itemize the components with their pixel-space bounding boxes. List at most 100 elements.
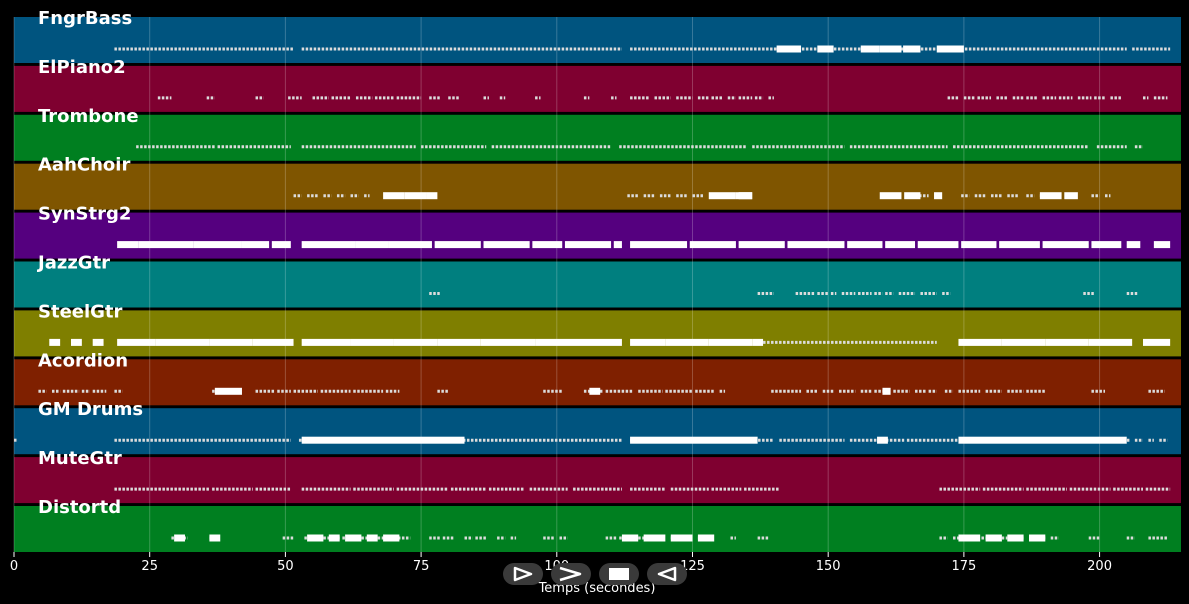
track-label-distortd: Distortd: [38, 497, 121, 518]
note-block-distortd-8: [643, 534, 666, 542]
track-label-jazzgtr: JazzGtr: [36, 253, 110, 274]
track-label-synstrg2: SynStrg2: [38, 204, 131, 225]
note-block-aahchoir-6: [879, 192, 902, 200]
rewind-button[interactable]: [647, 563, 687, 585]
lane-trombone: [14, 114, 1181, 161]
note-block-synstrg2-9: [483, 241, 530, 249]
track-label-gm-drums: GM Drums: [38, 399, 143, 420]
note-block-aahchoir-0: [383, 192, 405, 200]
note-block-acordion-2: [882, 387, 891, 395]
track-label-elpiano2: ElPiano2: [38, 57, 126, 78]
track-label-fngrbass: FngrBass: [38, 8, 132, 29]
note-block-synstrg2-16: [787, 241, 845, 249]
note-block-fngrbass-5: [936, 45, 964, 53]
note-block-steelgtr-4: [155, 338, 210, 346]
note-block-acordion-0: [214, 387, 242, 395]
grid-lines: [13, 17, 1101, 552]
note-block-synstrg2-11: [564, 241, 612, 249]
note-block-aahchoir-10: [1064, 192, 1078, 200]
note-block-aahchoir-5: [738, 192, 753, 200]
x-tick-label-7: 175: [951, 559, 976, 574]
note-block-distortd-13: [1007, 534, 1024, 542]
lane-distortd: [14, 506, 1181, 552]
note-block-distortd-2: [307, 534, 324, 542]
note-block-synstrg2-14: [689, 241, 736, 249]
note-block-steelgtr-5: [209, 338, 253, 346]
note-marks: [14, 45, 1171, 542]
note-block-fngrbass-2: [860, 45, 880, 53]
note-block-distortd-10: [697, 534, 715, 542]
note-block-steelgtr-14: [630, 338, 666, 346]
playback-controls: [503, 563, 687, 585]
note-block-steelgtr-19: [1001, 338, 1046, 346]
note-block-steelgtr-9: [393, 338, 438, 346]
note-block-distortd-4: [345, 534, 362, 542]
stop-icon: [609, 568, 629, 580]
x-axis: 0255075100125150175200: [10, 552, 1112, 574]
note-block-distortd-9: [670, 534, 693, 542]
lane-acordion: [14, 359, 1181, 406]
x-tick-label-1: 25: [141, 559, 158, 574]
note-block-fngrbass-0: [776, 45, 802, 53]
note-block-aahchoir-8: [934, 192, 943, 200]
note-block-aahchoir-7: [904, 192, 921, 200]
note-block-steelgtr-1: [70, 338, 82, 346]
rewind-icon: [657, 566, 677, 582]
note-block-synstrg2-21: [999, 241, 1040, 249]
track-label-trombone: Trombone: [38, 106, 139, 127]
forward-button[interactable]: [551, 563, 591, 585]
note-block-steelgtr-18: [958, 338, 1002, 346]
x-tick-label-8: 200: [1087, 559, 1112, 574]
lane-fngrbass: [14, 17, 1181, 63]
note-block-steelgtr-20: [1045, 338, 1089, 346]
note-block-synstrg2-2: [193, 241, 242, 249]
track-lanes: [14, 17, 1181, 552]
note-block-steelgtr-13: [578, 338, 622, 346]
note-block-aahchoir-2: [426, 192, 438, 200]
note-block-acordion-1: [589, 387, 601, 395]
note-block-distortd-14: [1029, 534, 1046, 542]
note-block-synstrg2-20: [961, 241, 997, 249]
track-label-mutegtr: MuteGtr: [38, 448, 122, 469]
stop-button[interactable]: [599, 563, 639, 585]
note-block-distortd-5: [366, 534, 378, 542]
note-block-steelgtr-10: [437, 338, 481, 346]
track-label-aahchoir: AahChoir: [38, 155, 130, 176]
x-tick-label-0: 0: [10, 559, 18, 574]
note-block-gm-drums-3: [958, 436, 1127, 444]
lane-elpiano2: [14, 65, 1181, 112]
note-block-synstrg2-22: [1042, 241, 1089, 249]
note-block-steelgtr-21: [1088, 338, 1133, 346]
lane-steelgtr: [14, 310, 1181, 357]
lane-jazzgtr: [14, 261, 1181, 308]
note-block-steelgtr-17: [752, 338, 764, 346]
note-block-aahchoir-9: [1039, 192, 1062, 200]
note-block-fngrbass-4: [903, 45, 921, 53]
note-block-gm-drums-1: [630, 436, 758, 444]
note-block-synstrg2-8: [434, 241, 481, 249]
play-button[interactable]: [503, 563, 543, 585]
forward-icon: [559, 566, 582, 582]
note-block-steelgtr-15: [665, 338, 709, 346]
lane-mutegtr: [14, 457, 1181, 504]
note-block-steelgtr-22: [1143, 338, 1171, 346]
note-block-synstrg2-6: [355, 241, 389, 249]
play-icon: [513, 566, 533, 582]
note-block-synstrg2-0: [117, 241, 139, 249]
note-block-synstrg2-10: [532, 241, 563, 249]
note-block-synstrg2-13: [630, 241, 688, 249]
note-block-synstrg2-3: [241, 241, 270, 249]
note-block-distortd-12: [985, 534, 1002, 542]
note-block-distortd-11: [958, 534, 981, 542]
note-block-synstrg2-4: [271, 241, 291, 249]
note-block-synstrg2-19: [917, 241, 959, 249]
x-tick-label-2: 50: [277, 559, 294, 574]
lane-synstrg2: [14, 212, 1181, 259]
x-tick-label-3: 75: [413, 559, 430, 574]
note-block-synstrg2-17: [847, 241, 883, 249]
note-block-synstrg2-5: [301, 241, 356, 249]
note-block-distortd-6: [383, 534, 400, 542]
note-block-synstrg2-18: [885, 241, 916, 249]
note-block-steelgtr-0: [49, 338, 61, 346]
